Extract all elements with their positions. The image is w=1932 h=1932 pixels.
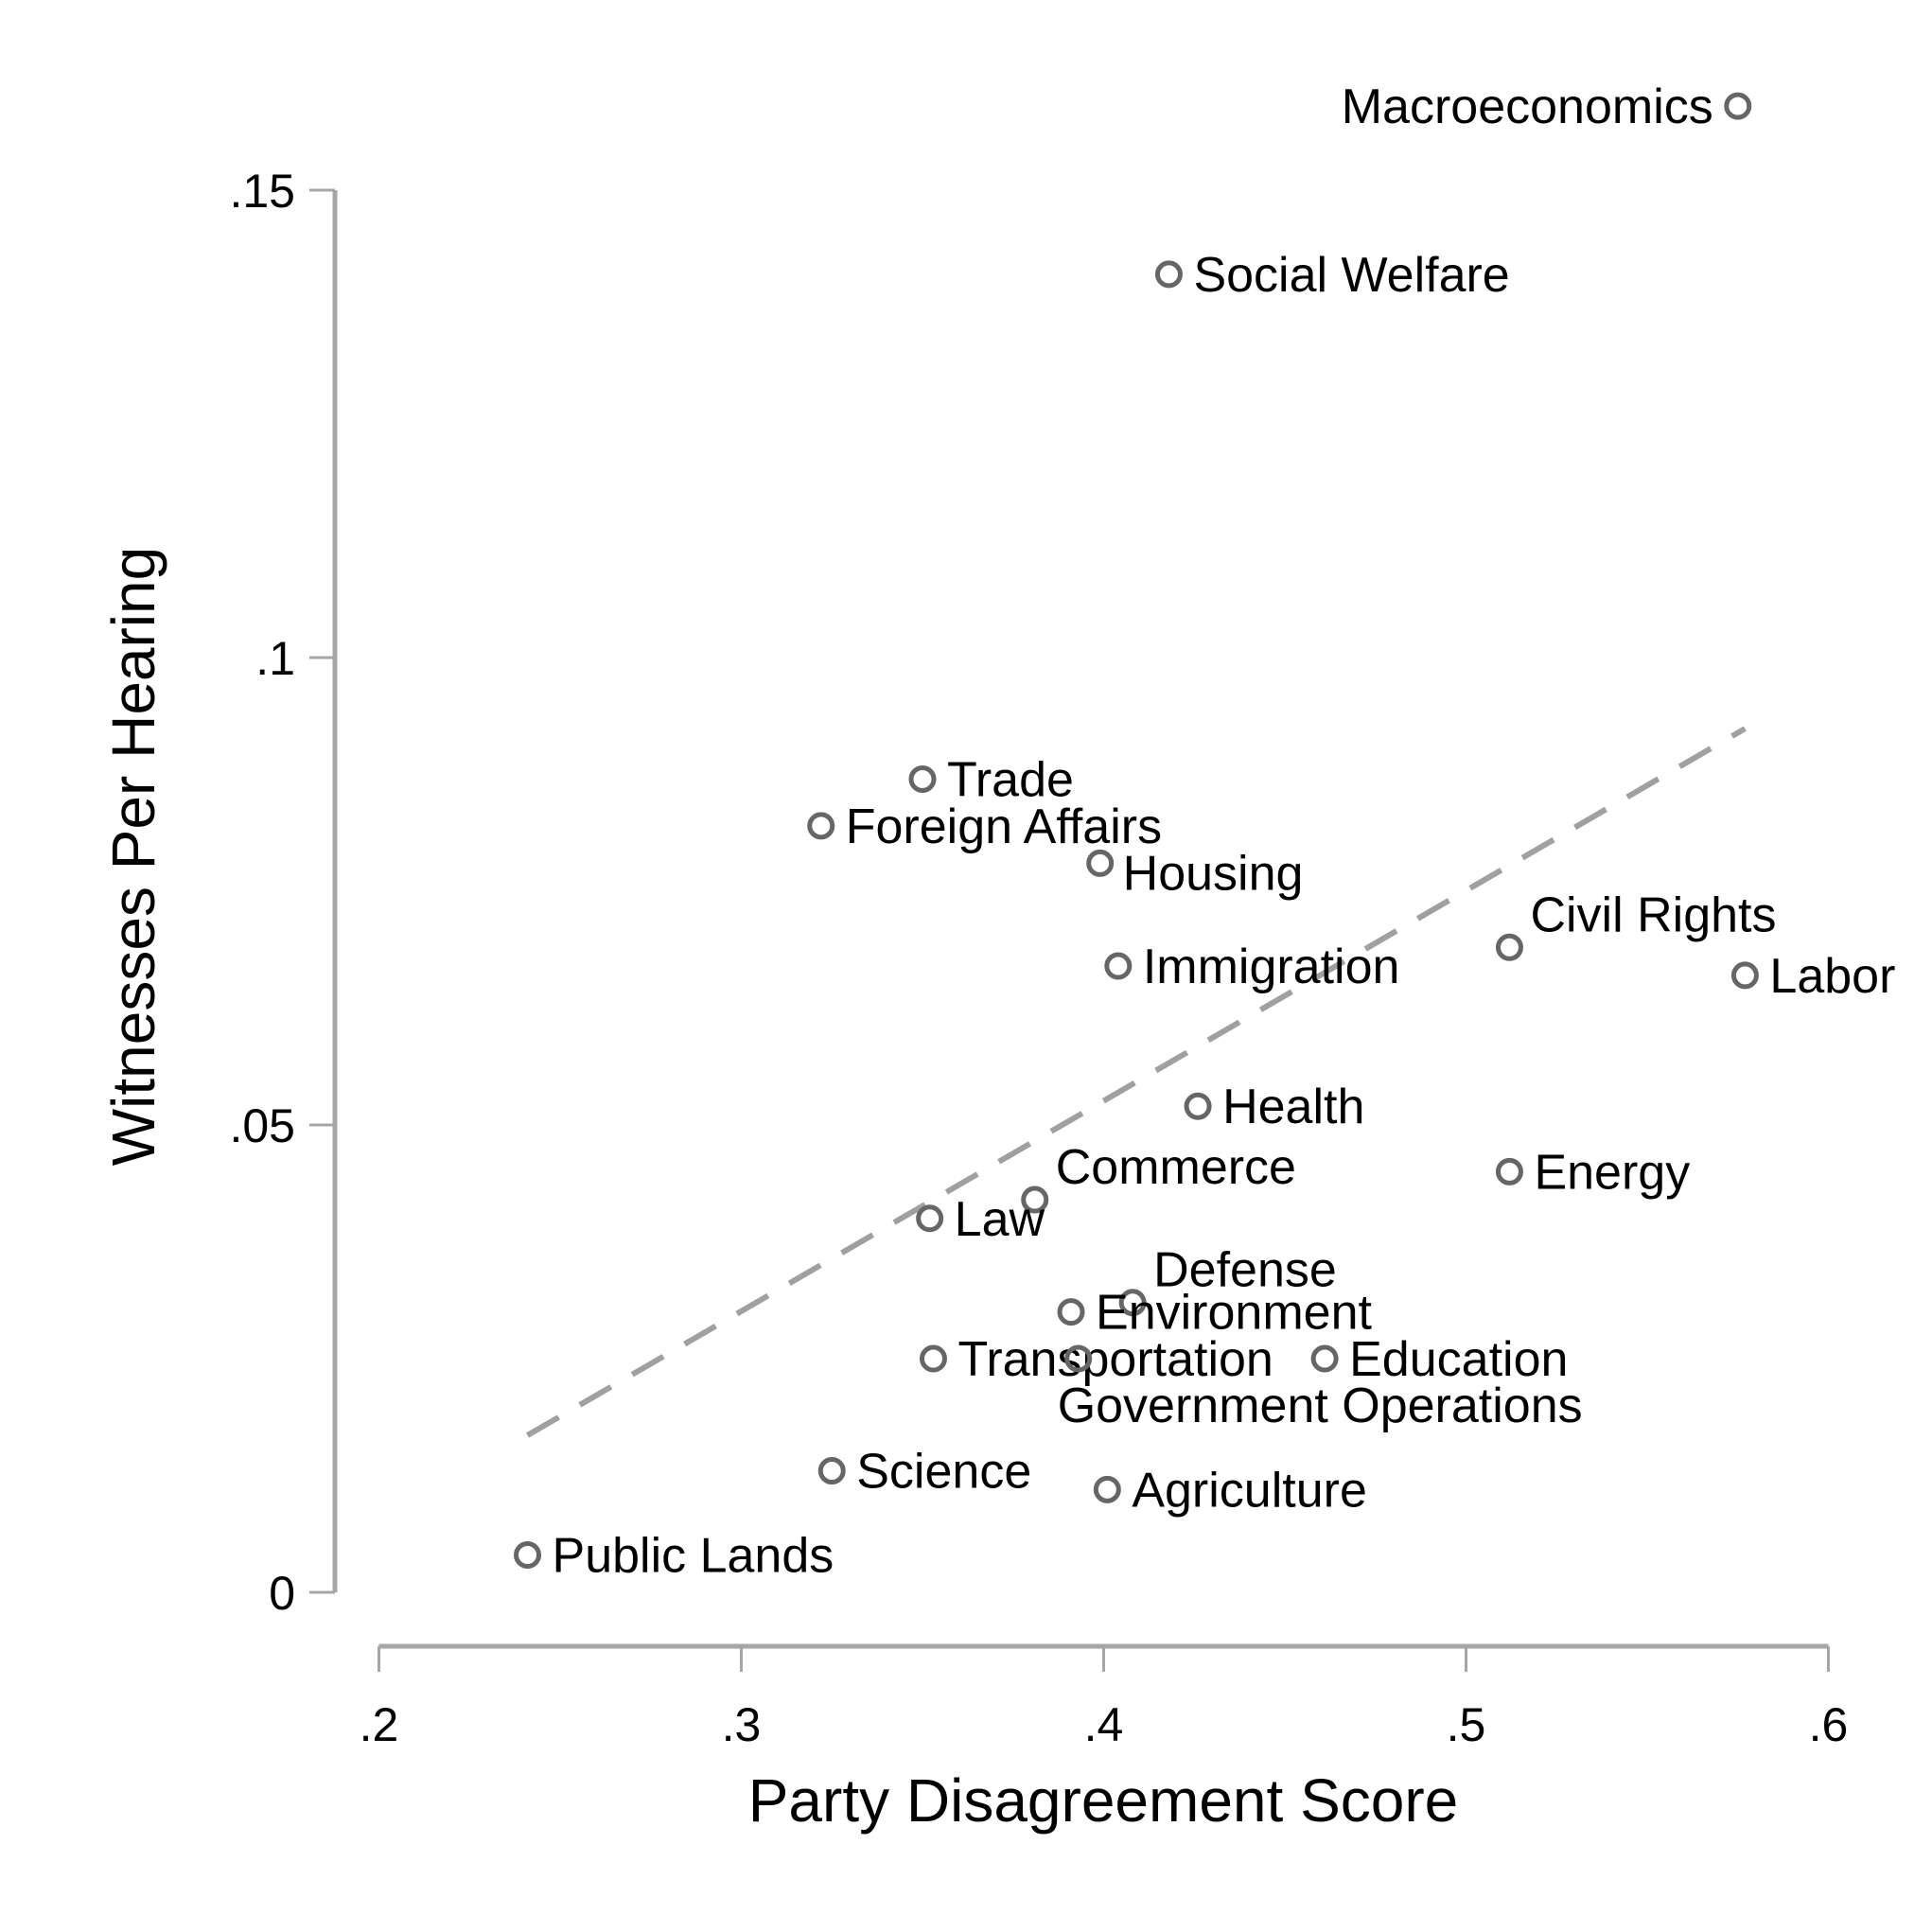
x-tick-label: .5 bbox=[1447, 1698, 1486, 1751]
data-point: Macroeconomics bbox=[1342, 79, 1752, 134]
point-label: Labor bbox=[1769, 949, 1895, 1004]
point-label: Civil Rights bbox=[1530, 887, 1776, 942]
x-axis-title: Party Disagreement Score bbox=[748, 1766, 1459, 1835]
point-label: Government Operations bbox=[1058, 1379, 1583, 1433]
data-point: Government Operations bbox=[1058, 1344, 1583, 1433]
x-axis: .2 .3 .4 .5 .6 bbox=[360, 1643, 1849, 1751]
y-tick-label: .05 bbox=[229, 1099, 295, 1152]
x-tick-label: .2 bbox=[360, 1698, 399, 1751]
data-point: Defense bbox=[1118, 1243, 1337, 1317]
point-label: Defense bbox=[1153, 1243, 1337, 1298]
circle-marker-icon bbox=[1730, 961, 1759, 990]
point-label: Education bbox=[1349, 1332, 1568, 1387]
point-label: Foreign Affairs bbox=[846, 799, 1162, 854]
circle-marker-icon bbox=[807, 812, 835, 840]
point-label: Law bbox=[955, 1192, 1045, 1247]
circle-marker-icon bbox=[1184, 1092, 1212, 1120]
point-label: Agriculture bbox=[1132, 1463, 1367, 1518]
y-tick-label: .15 bbox=[229, 165, 295, 218]
point-label: Public Lands bbox=[553, 1528, 834, 1583]
point-label: Transportation bbox=[957, 1332, 1273, 1387]
data-point: Science bbox=[817, 1445, 1031, 1500]
circle-marker-icon bbox=[1104, 952, 1133, 980]
circle-marker-icon bbox=[1057, 1298, 1085, 1326]
data-point: Agriculture bbox=[1093, 1463, 1367, 1518]
point-label: Housing bbox=[1123, 846, 1304, 901]
data-point: Law bbox=[916, 1192, 1045, 1247]
data-point: Health bbox=[1184, 1080, 1364, 1134]
circle-marker-icon bbox=[1495, 1157, 1523, 1186]
y-tick-label: 0 bbox=[269, 1567, 295, 1620]
x-tick-label: .3 bbox=[722, 1698, 762, 1751]
point-label: Trade bbox=[947, 752, 1074, 807]
fit-line-group bbox=[526, 726, 1747, 1438]
data-point: Public Lands bbox=[514, 1528, 834, 1583]
circle-marker-icon bbox=[1093, 1475, 1121, 1503]
y-axis: 0 .05 .1 .15 bbox=[229, 165, 338, 1620]
y-tick-label: .1 bbox=[255, 632, 295, 685]
fit-line bbox=[526, 726, 1747, 1438]
circle-marker-icon bbox=[1064, 1344, 1093, 1373]
y-axis-title: Witnesses Per Hearing bbox=[99, 547, 167, 1166]
data-point: Labor bbox=[1730, 949, 1895, 1004]
circle-marker-icon bbox=[1118, 1289, 1147, 1317]
data-points: Macroeconomics Social Welfare TradeForeign… bbox=[514, 79, 1895, 1583]
data-point: Energy bbox=[1495, 1145, 1690, 1200]
circle-marker-icon bbox=[908, 764, 937, 793]
data-point: Commerce bbox=[1021, 1140, 1296, 1214]
x-tick-label: .4 bbox=[1084, 1698, 1124, 1751]
circle-marker-icon bbox=[514, 1540, 542, 1569]
data-point: Immigration bbox=[1104, 940, 1400, 994]
circle-marker-icon bbox=[1310, 1344, 1339, 1373]
data-point: Education bbox=[1310, 1332, 1568, 1387]
point-label: Social Welfare bbox=[1193, 248, 1509, 303]
point-label: Commerce bbox=[1056, 1140, 1296, 1195]
point-label: Health bbox=[1222, 1080, 1364, 1134]
data-point: Environment bbox=[1057, 1286, 1372, 1341]
data-point: Foreign Affairs bbox=[807, 799, 1162, 854]
circle-marker-icon bbox=[919, 1344, 947, 1373]
x-tick-label: .6 bbox=[1809, 1698, 1849, 1751]
data-point: Housing bbox=[1086, 846, 1304, 901]
data-point: Trade bbox=[908, 752, 1074, 807]
circle-marker-icon bbox=[1086, 849, 1115, 877]
circle-marker-icon bbox=[1724, 92, 1752, 120]
circle-marker-icon bbox=[817, 1457, 846, 1485]
data-point: Transportation bbox=[919, 1332, 1273, 1387]
point-label: Environment bbox=[1096, 1286, 1372, 1341]
point-label: Science bbox=[856, 1445, 1031, 1500]
point-label: Macroeconomics bbox=[1342, 79, 1713, 134]
data-point: Civil Rights bbox=[1495, 887, 1777, 961]
circle-marker-icon bbox=[916, 1204, 944, 1233]
circle-marker-icon bbox=[1021, 1186, 1049, 1214]
point-label: Immigration bbox=[1143, 940, 1400, 994]
circle-marker-icon bbox=[1154, 260, 1183, 289]
circle-marker-icon bbox=[1495, 933, 1523, 961]
point-label: Energy bbox=[1534, 1145, 1690, 1200]
data-point: Social Welfare bbox=[1154, 248, 1510, 303]
